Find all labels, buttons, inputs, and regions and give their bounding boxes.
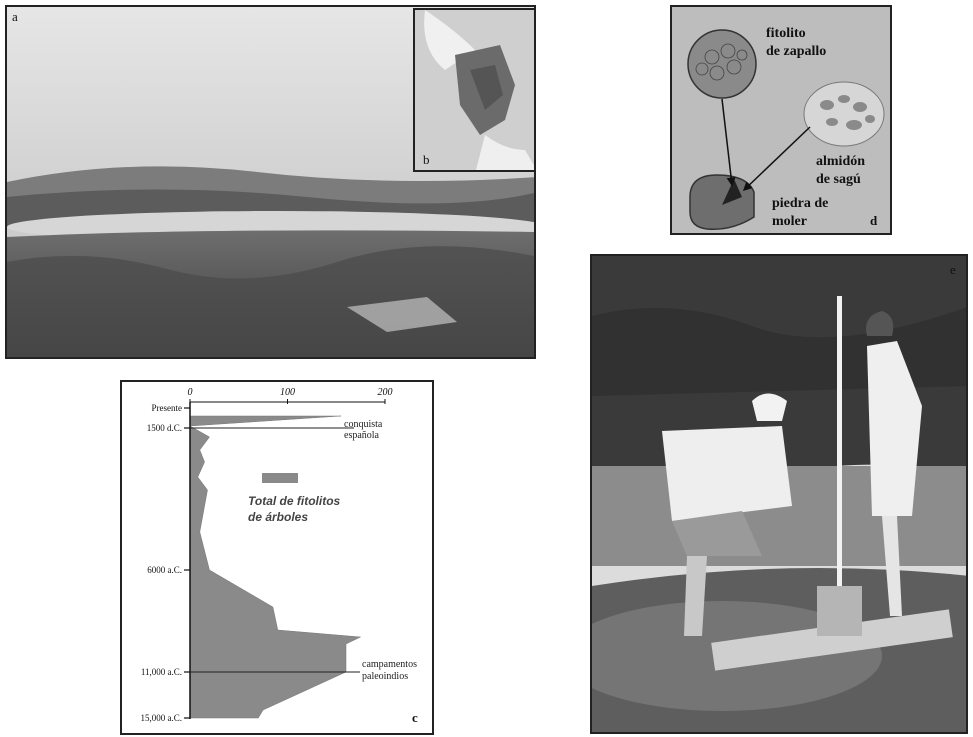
- legend-label-line1: Total de fitolitos: [248, 494, 341, 508]
- phytolith-diagram-drawing: fitolito de zapallo almidón de sagú pied…: [687, 26, 885, 230]
- x-tick-label-1: 100: [280, 387, 295, 398]
- sago-starch-icon: [803, 81, 885, 147]
- coring-photo: e: [590, 254, 968, 734]
- phytolith-chart-panel: c Total de fitolitos de árboles conquist…: [120, 380, 434, 735]
- phytolith-label-line1: fitolito: [766, 26, 806, 41]
- phytolith-diagram: fitolito de zapallo almidón de sagú pied…: [670, 5, 892, 235]
- phytolith-chart: c Total de fitolitos de árboles conquist…: [141, 387, 419, 725]
- starch-label-line2: de sagú: [816, 172, 861, 187]
- stone-label-line2: moler: [772, 214, 807, 229]
- y-tick-label-3: 11,000 a.C.: [141, 667, 182, 677]
- annotation-camps-line1: campamentos: [362, 659, 417, 670]
- grinding-stone-fragment-image: [415, 10, 534, 170]
- squash-phytolith-icon: [687, 29, 757, 99]
- grinding-stone-icon: [689, 174, 755, 230]
- coring-raft-image: [592, 256, 966, 732]
- y-tick-label-1: 1500 d.C.: [147, 423, 182, 433]
- starch-label-line1: almidón: [816, 154, 865, 169]
- x-tick-label-2: 200: [378, 387, 393, 398]
- stone-label-line1: piedra de: [772, 196, 828, 211]
- panel-letter-d: d: [870, 213, 878, 228]
- panel-letter-c: c: [412, 710, 418, 725]
- y-tick-label-4: 15,000 a.C.: [141, 713, 183, 723]
- y-tick-label-0: Presente: [152, 403, 183, 413]
- panel-letter-b: b: [423, 152, 430, 167]
- legend-label-line2: de árboles: [248, 510, 308, 524]
- annotation-conquest-line2: española: [344, 430, 380, 441]
- x-tick-label-0: 0: [188, 387, 193, 398]
- stone-inset-photo: b: [413, 8, 534, 172]
- tree-phytolith-area: [189, 415, 362, 719]
- y-tick-label-2: 6000 a.C.: [147, 565, 182, 575]
- annotation-conquest-line1: conquista: [344, 419, 383, 430]
- annotation-camps-line2: paleoindios: [362, 671, 408, 682]
- panel-letter-e: e: [950, 262, 956, 277]
- landscape-photo: a b: [5, 5, 536, 359]
- legend-swatch: [262, 473, 298, 483]
- phytolith-label-line2: de zapallo: [766, 44, 826, 59]
- panel-letter-a: a: [12, 9, 18, 24]
